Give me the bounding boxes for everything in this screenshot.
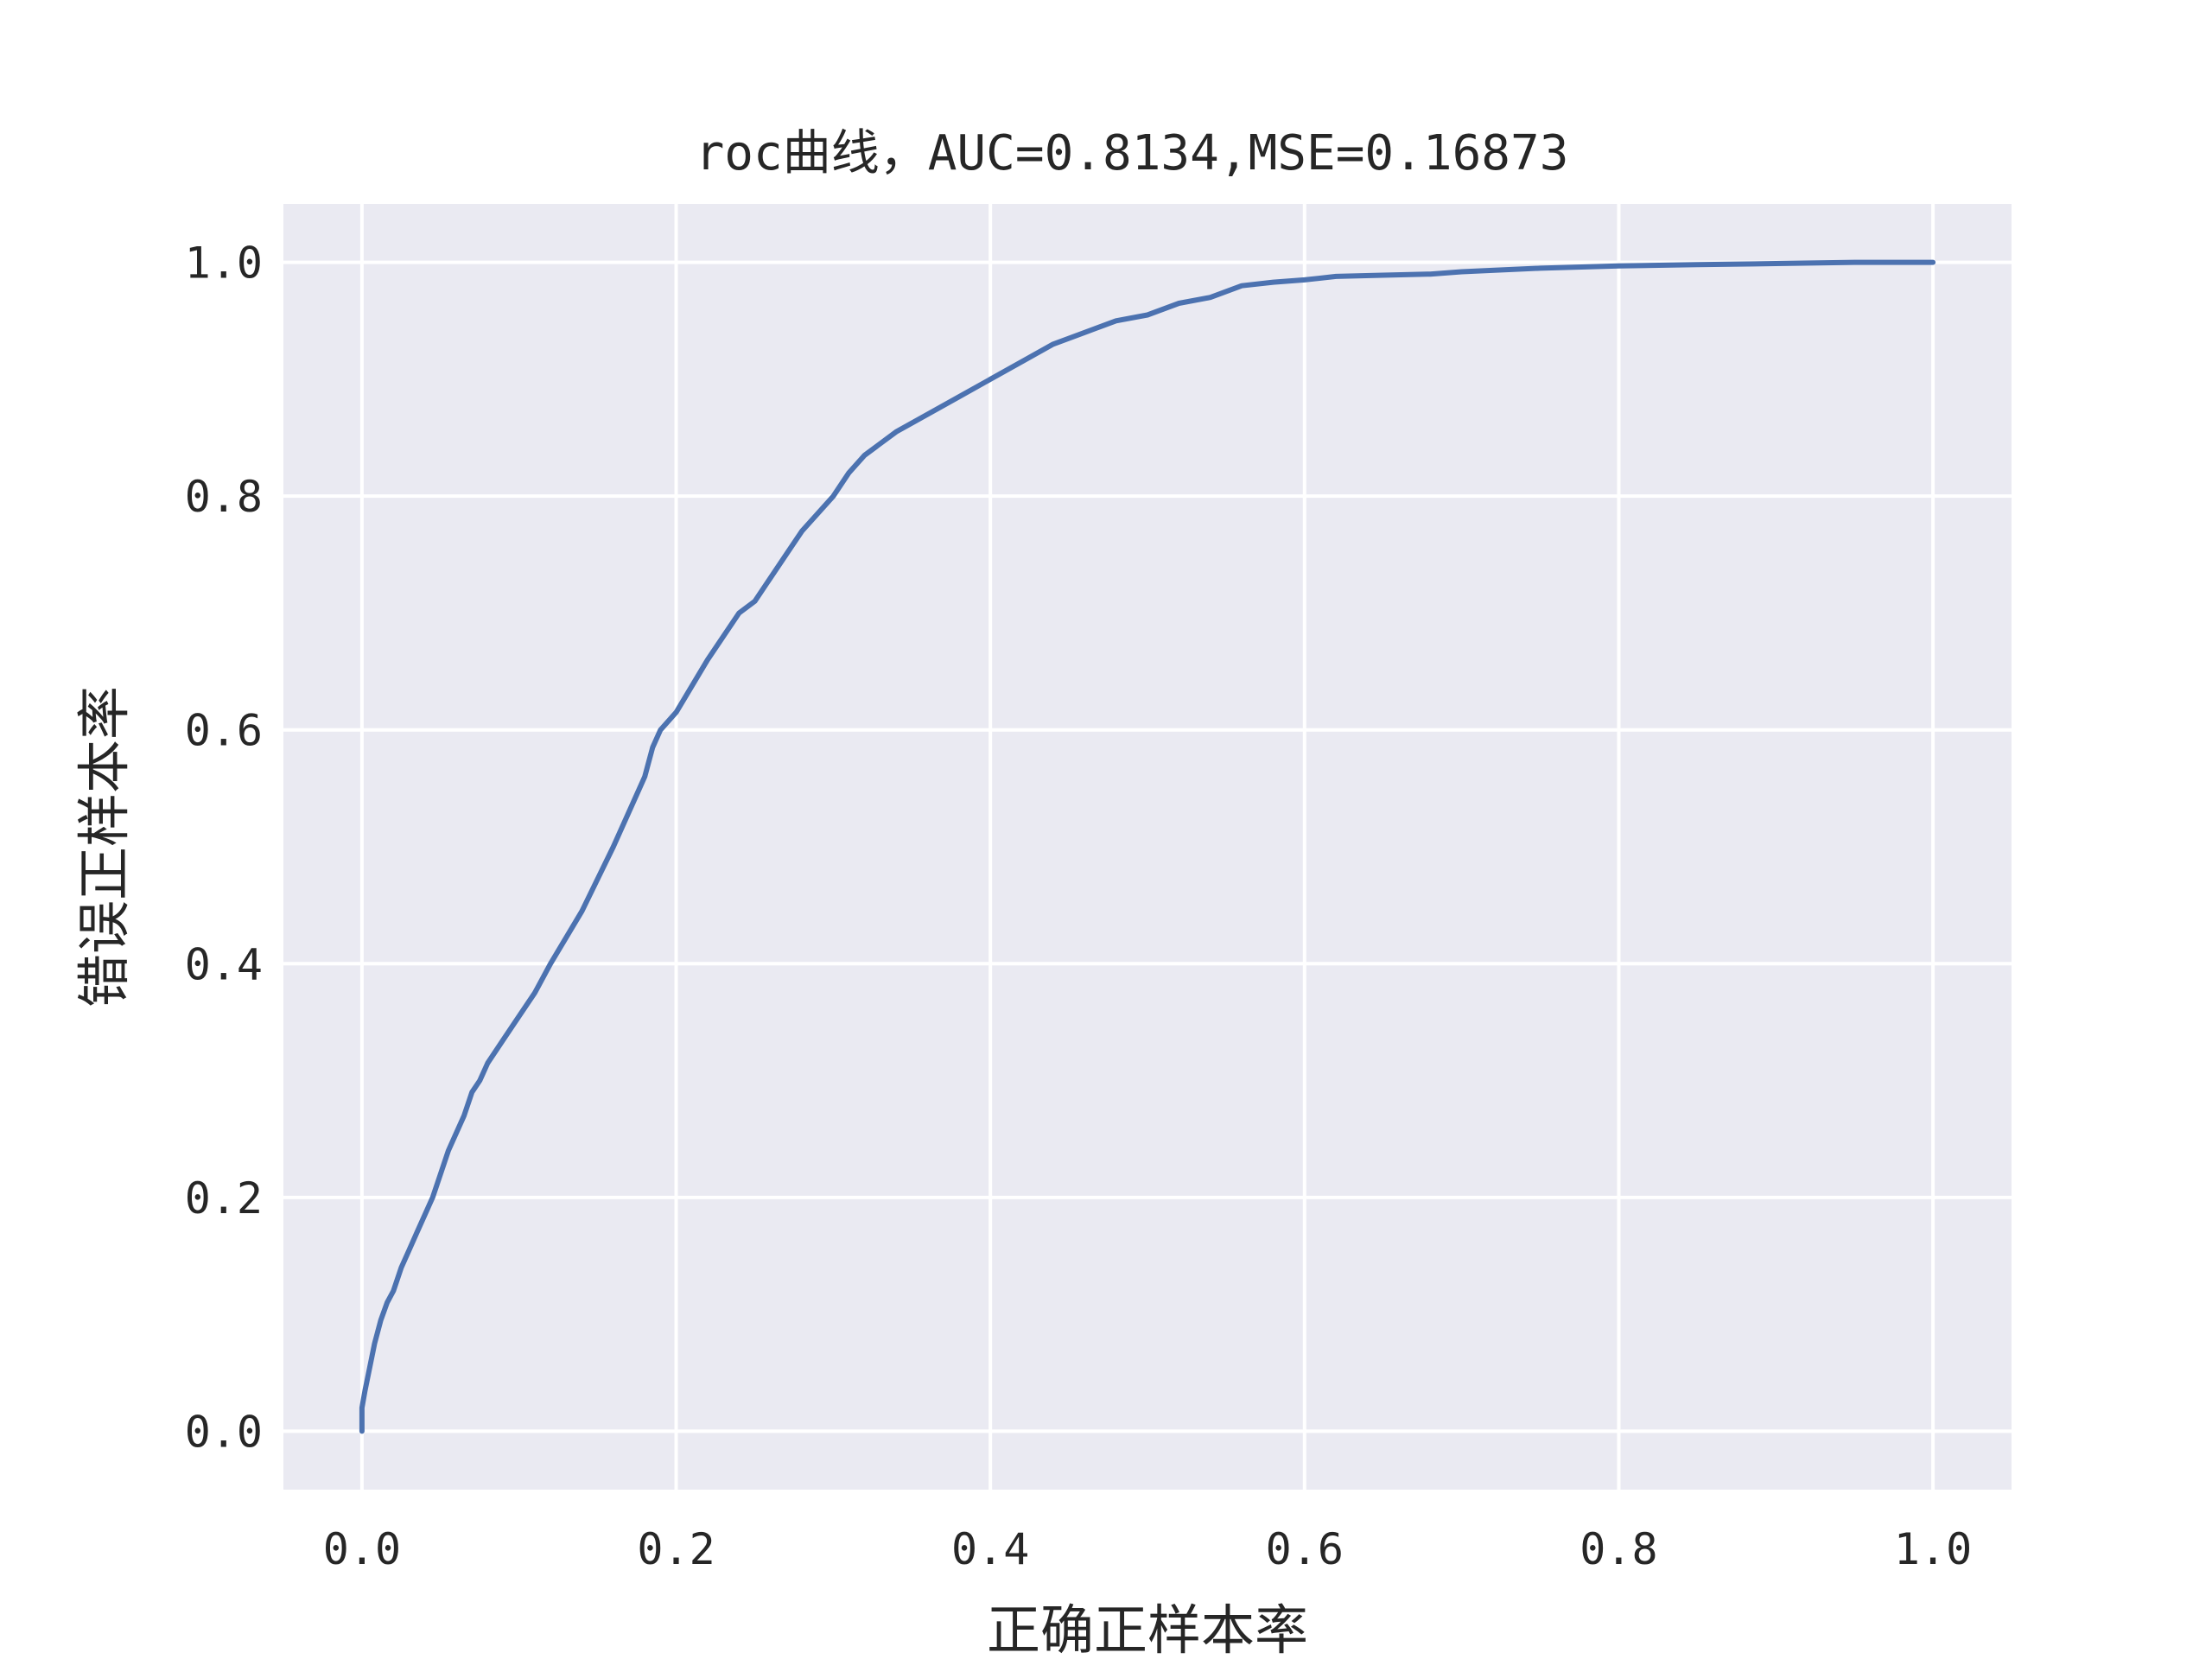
x-tick-label: 0.6 [1266,1524,1344,1574]
x-tick-label: 0.4 [951,1524,1029,1574]
y-axis-label: 错误正样本率 [73,686,136,1007]
x-axis-label: 正确正样本率 [987,1599,1308,1659]
roc-curve [359,259,1936,1434]
y-tick-label: 1.0 [185,238,263,289]
y-tick-label: 0.2 [185,1173,263,1224]
y-tick-labels: 0.0 0.2 0.4 0.6 0.8 1.0 [185,238,263,1458]
plot-area [283,204,2012,1490]
x-tick-labels: 0.0 0.2 0.4 0.6 0.8 1.0 [323,1524,1972,1574]
y-tick-label: 0.0 [185,1407,263,1457]
chart-title: roc曲线，AUC=0.8134,MSE=0.16873 [696,125,1569,181]
x-tick-label: 1.0 [1894,1524,1972,1574]
y-tick-label: 0.4 [185,939,263,989]
y-tick-label: 0.6 [185,706,263,756]
x-tick-label: 0.0 [323,1524,401,1574]
x-tick-label: 0.8 [1580,1524,1657,1574]
x-tick-label: 0.2 [637,1524,715,1574]
grid-vertical [359,204,1936,1490]
y-tick-label: 0.8 [185,472,263,522]
